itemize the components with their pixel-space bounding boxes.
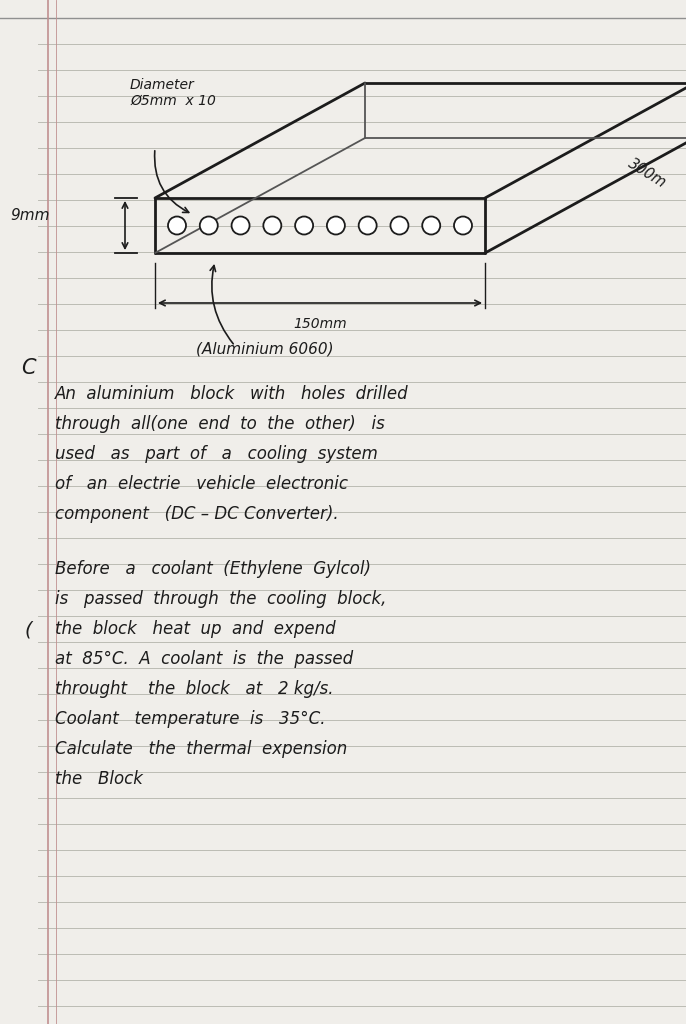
Text: is   passed  through  the  cooling  block,: is passed through the cooling block,: [55, 590, 386, 608]
Circle shape: [168, 216, 186, 234]
Text: the  block   heat  up  and  expend: the block heat up and expend: [55, 620, 335, 638]
Circle shape: [295, 216, 313, 234]
Text: Coolant   temperature  is   35°C.: Coolant temperature is 35°C.: [55, 710, 325, 728]
Text: Diameter
Ø5mm  x 10: Diameter Ø5mm x 10: [130, 78, 216, 109]
Text: component   (DC – DC Converter).: component (DC – DC Converter).: [55, 505, 339, 523]
Text: C: C: [21, 358, 35, 378]
Text: Calculate   the  thermal  expension: Calculate the thermal expension: [55, 740, 347, 758]
Text: 300m: 300m: [625, 156, 669, 190]
Text: 9mm: 9mm: [10, 208, 50, 222]
Circle shape: [327, 216, 345, 234]
Text: of   an  electrie   vehicle  electronic: of an electrie vehicle electronic: [55, 475, 348, 493]
Text: the   Block: the Block: [55, 770, 143, 788]
Text: used   as   part  of   a   cooling  system: used as part of a cooling system: [55, 445, 378, 463]
Text: throught    the  block   at   2 kg/s.: throught the block at 2 kg/s.: [55, 680, 333, 698]
Text: An  aluminium   block   with   holes  drilled: An aluminium block with holes drilled: [55, 385, 409, 403]
Circle shape: [454, 216, 472, 234]
Circle shape: [390, 216, 408, 234]
Text: through  all(one  end  to  the  other)   is: through all(one end to the other) is: [55, 415, 385, 433]
Text: 150mm: 150mm: [293, 317, 347, 331]
Text: (Aluminium 6060): (Aluminium 6060): [196, 342, 334, 357]
Text: at  85°C.  A  coolant  is  the  passed: at 85°C. A coolant is the passed: [55, 650, 353, 668]
Circle shape: [200, 216, 217, 234]
Circle shape: [232, 216, 250, 234]
Circle shape: [359, 216, 377, 234]
Circle shape: [422, 216, 440, 234]
Circle shape: [263, 216, 281, 234]
Text: Before   a   coolant  (Ethylene  Gylcol): Before a coolant (Ethylene Gylcol): [55, 560, 371, 578]
Text: (: (: [24, 620, 32, 639]
